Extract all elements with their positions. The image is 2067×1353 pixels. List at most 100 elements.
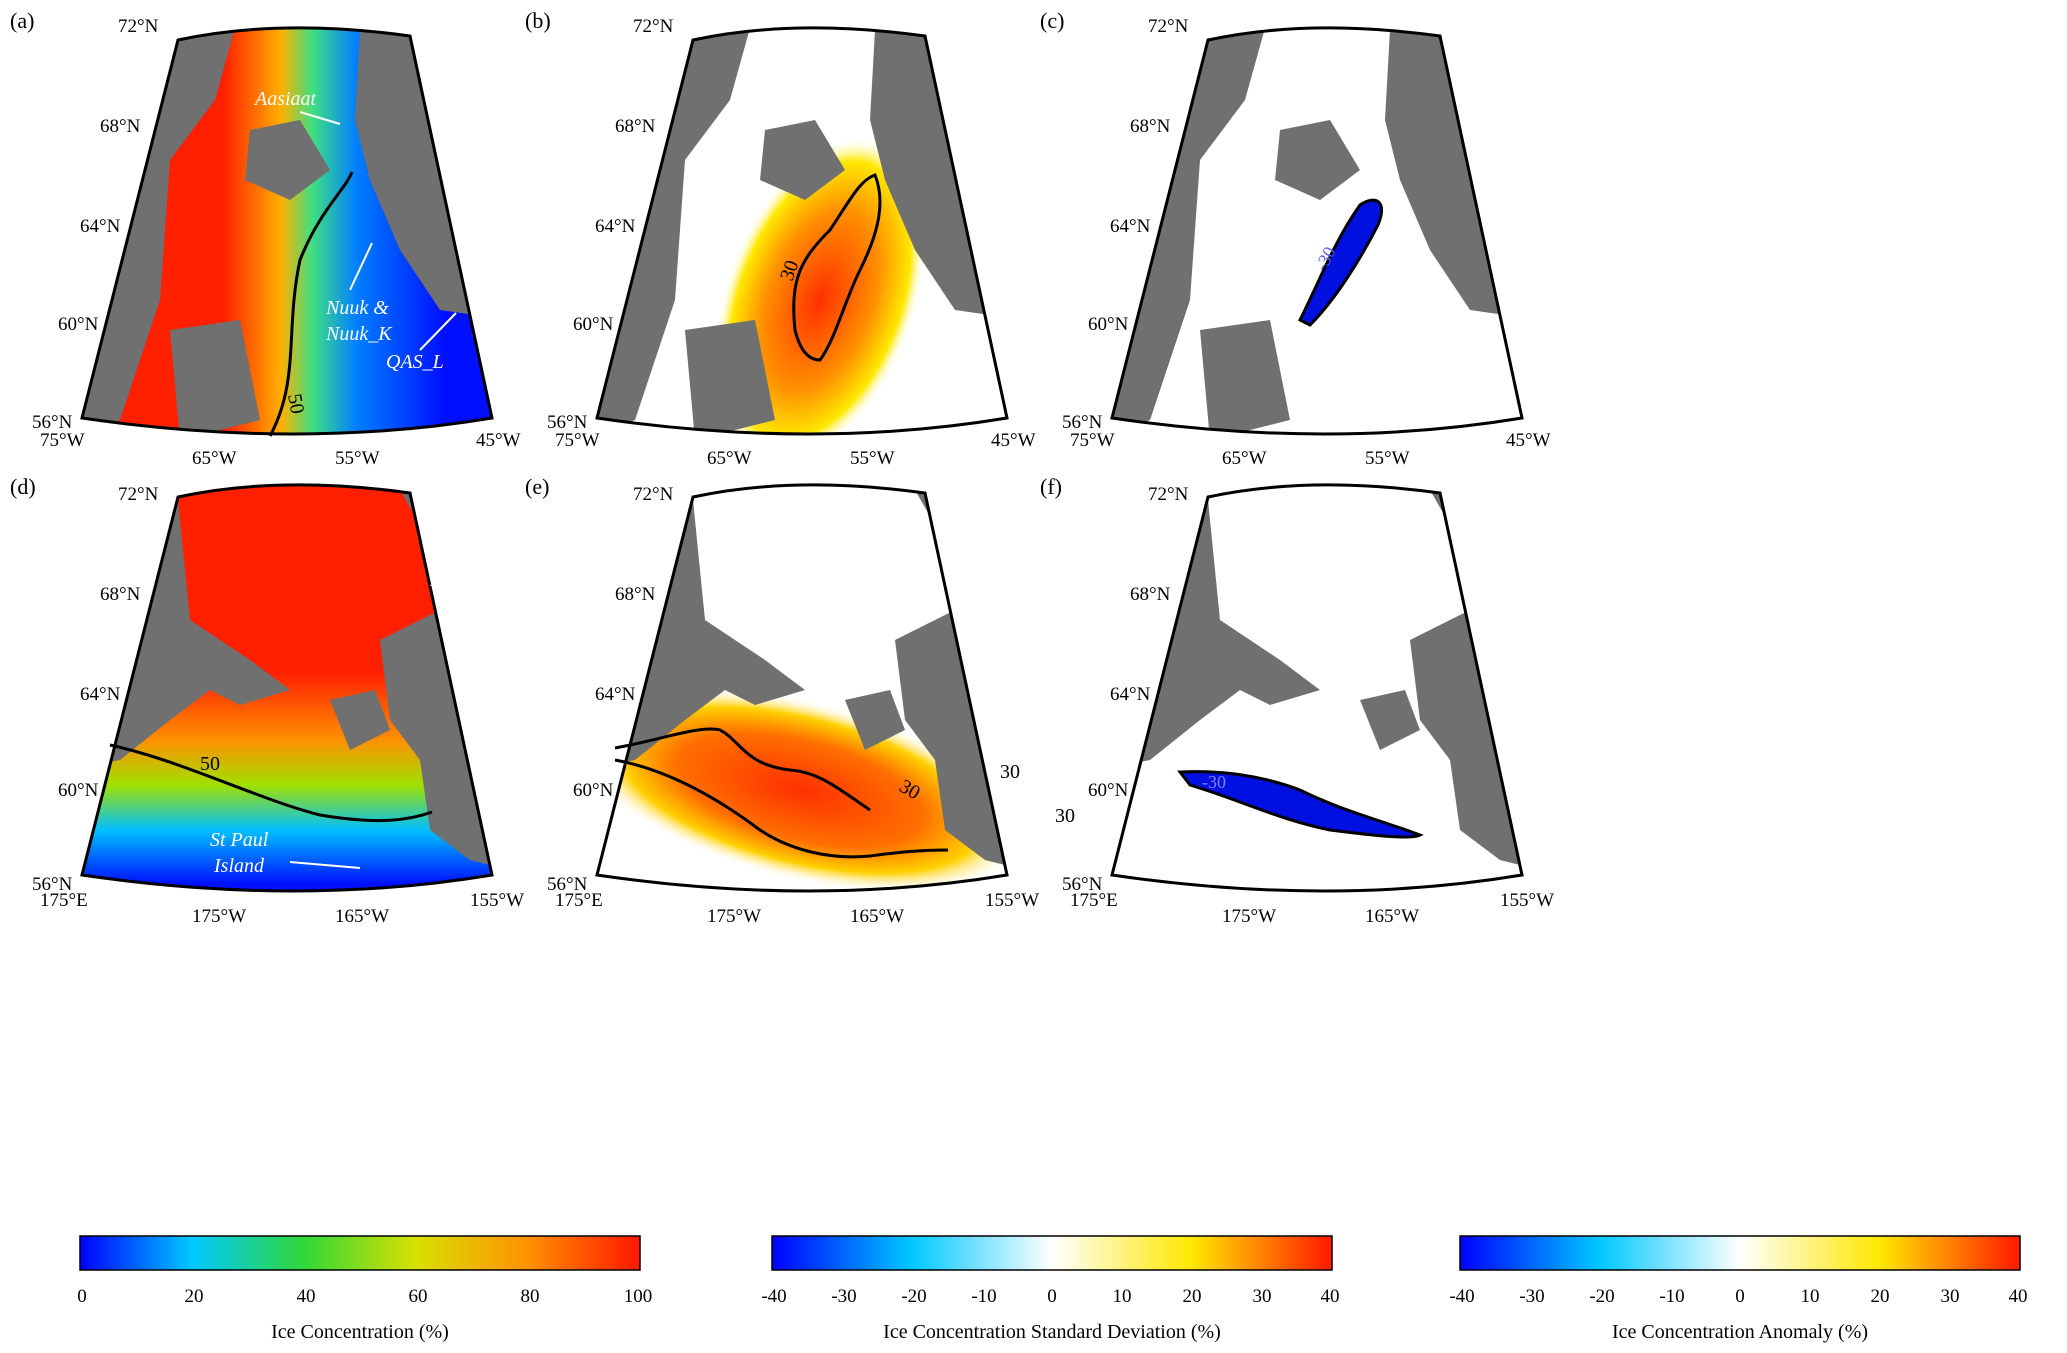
colorbar-3-label: Ice Concentration Anomaly (%) [1612, 1321, 1868, 1343]
svg-text:-40: -40 [1449, 1286, 1474, 1307]
panel-e: (e) 30 30 30 72°N 68°N 64°N 60°N 56°N 17… [525, 474, 1075, 927]
svg-text:0: 0 [1735, 1286, 1745, 1307]
svg-text:10: 10 [1113, 1286, 1132, 1307]
svg-text:75°W: 75°W [555, 430, 600, 451]
lat-72-a: 72°N [118, 16, 159, 37]
colorbar-2-gradient [771, 1235, 1333, 1271]
svg-text:175°W: 175°W [192, 906, 246, 927]
contour-c [1297, 198, 1384, 327]
contour-e-lower [614, 758, 949, 859]
map-c [1112, 27, 1522, 435]
svg-text:64°N: 64°N [1110, 216, 1151, 237]
svg-text:-30: -30 [1519, 1286, 1544, 1307]
map-f [1112, 484, 1522, 891]
contour-label-e-right: 30 [1055, 805, 1075, 827]
panel-c: (c) -30 72°N 68°N 64°N 60°N 56°N 75°W 65… [1040, 8, 1551, 469]
site-kotzebue: Kotzebue [429, 569, 505, 591]
site-qas-l: QAS_L [386, 351, 444, 373]
frame-c [1110, 26, 1524, 436]
frame-b [595, 26, 1009, 436]
svg-text:64°N: 64°N [1110, 684, 1151, 705]
svg-text:65°W: 65°W [1222, 448, 1267, 469]
svg-text:60°N: 60°N [1088, 314, 1129, 335]
cb1-tick-0: 0 [77, 1286, 87, 1307]
svg-text:175°W: 175°W [1222, 906, 1276, 927]
lon-55-a: 55°W [335, 448, 380, 469]
cb1-tick-2: 40 [297, 1286, 316, 1307]
arrow-kotzebue [469, 594, 481, 623]
contour-label-f: -30 [1202, 772, 1226, 792]
svg-text:68°N: 68°N [1130, 584, 1171, 605]
site-aasiaat: Aasiaat [253, 88, 317, 110]
contour-d [109, 743, 433, 823]
svg-text:20: 20 [1871, 1286, 1890, 1307]
panel-a: (a) 50 Aasiaat Nuuk & Nuuk_K QAS_L 72°N … [10, 8, 521, 469]
colorbar-1-gradient [79, 1235, 641, 1271]
svg-text:155°W: 155°W [1500, 890, 1554, 911]
svg-text:65°W: 65°W [707, 448, 752, 469]
contour-label-a: 50 [283, 392, 308, 416]
svg-text:60°N: 60°N [1088, 780, 1129, 801]
site-nuuk-2: Nuuk_K [325, 323, 393, 345]
svg-text:175°E: 175°E [40, 890, 88, 911]
contour-a [268, 171, 354, 437]
lat-68-a: 68°N [100, 116, 141, 137]
svg-text:72°N: 72°N [1148, 484, 1189, 505]
frame-f [1110, 483, 1524, 893]
map-b [597, 27, 1007, 435]
colorbar-3-gradient [1459, 1235, 2021, 1271]
frame-e [595, 483, 1009, 893]
svg-text:60°N: 60°N [58, 780, 99, 801]
svg-text:175°E: 175°E [1070, 890, 1118, 911]
contour-f [1177, 770, 1424, 839]
svg-text:68°N: 68°N [1130, 116, 1171, 137]
stddev-field-e [597, 686, 1007, 891]
panel-d: (d) 50 Kotzebue St Paul Island 72°N 68°N… [10, 474, 524, 927]
svg-text:-10: -10 [971, 1286, 996, 1307]
lat-56-a: 56°N [32, 412, 73, 433]
site-nuuk-1: Nuuk & [325, 297, 389, 319]
svg-text:72°N: 72°N [1148, 16, 1189, 37]
panel-b: (b) 30 72°N 68°N 64°N 60°N 56°N 75°W 65°… [525, 8, 1036, 469]
svg-text:175°E: 175°E [555, 890, 603, 911]
svg-text:55°W: 55°W [850, 448, 895, 469]
panel-label-c: (c) [1040, 8, 1064, 33]
lon-75-a: 75°W [40, 430, 85, 451]
svg-text:0: 0 [1047, 1286, 1057, 1307]
svg-text:45°W: 45°W [991, 430, 1036, 451]
panel-label-a: (a) [10, 8, 34, 33]
contour-label-d: 50 [200, 753, 220, 775]
svg-text:-30: -30 [831, 1286, 856, 1307]
svg-text:40: 40 [1321, 1286, 1340, 1307]
cb1-tick-1: 20 [185, 1286, 204, 1307]
frame-a [80, 26, 494, 436]
colorbar-2: -40 -30 -20 -10 0 10 20 30 40 Ice Concen… [761, 1235, 1340, 1343]
svg-text:30: 30 [1253, 1286, 1272, 1307]
svg-text:45°W: 45°W [1506, 430, 1551, 451]
svg-text:72°N: 72°N [633, 484, 674, 505]
svg-text:40: 40 [2009, 1286, 2028, 1307]
svg-text:55°W: 55°W [1365, 448, 1410, 469]
svg-text:68°N: 68°N [615, 116, 656, 137]
svg-text:72°N: 72°N [118, 484, 159, 505]
svg-text:10: 10 [1801, 1286, 1820, 1307]
panel-label-e: (e) [525, 474, 549, 499]
svg-text:68°N: 68°N [615, 584, 656, 605]
svg-text:165°W: 165°W [335, 906, 389, 927]
svg-text:56°N: 56°N [1062, 412, 1103, 433]
svg-text:155°W: 155°W [470, 890, 524, 911]
svg-text:56°N: 56°N [32, 874, 73, 895]
svg-text:30: 30 [1941, 1286, 1960, 1307]
svg-text:68°N: 68°N [100, 584, 141, 605]
lat-60-a: 60°N [58, 314, 99, 335]
svg-text:64°N: 64°N [595, 684, 636, 705]
svg-text:64°N: 64°N [595, 216, 636, 237]
panel-label-f: (f) [1040, 474, 1062, 499]
site-stpaul-2: Island [213, 855, 265, 877]
svg-text:-20: -20 [1589, 1286, 1614, 1307]
svg-text:165°W: 165°W [1365, 906, 1419, 927]
svg-text:56°N: 56°N [547, 412, 588, 433]
map-a [82, 27, 492, 435]
colorbar-3: -40 -30 -20 -10 0 10 20 30 40 Ice Concen… [1449, 1235, 2028, 1343]
